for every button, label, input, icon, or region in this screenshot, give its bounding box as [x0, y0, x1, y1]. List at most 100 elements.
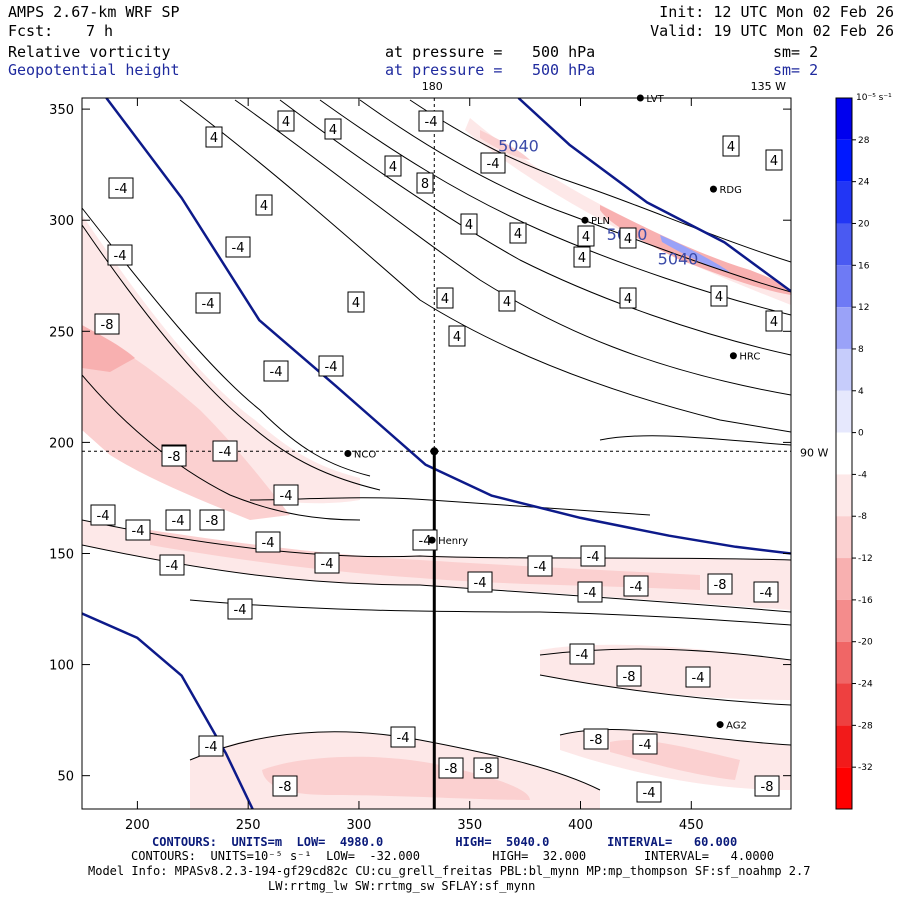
vorticity-label: -4 — [263, 360, 289, 382]
vorticity-label-text: 4 — [260, 199, 268, 214]
vorticity-label-text: 4 — [578, 251, 586, 266]
vorticity-label-text: -4 — [97, 509, 110, 524]
vorticity-label: -4 — [107, 244, 133, 266]
colorbar-label: 20 — [858, 219, 870, 229]
vorticity-label: 4 — [205, 126, 223, 148]
vorticity-label-text: 4 — [210, 131, 218, 146]
vorticity-label-text: 4 — [465, 218, 473, 233]
station-marker — [729, 352, 737, 360]
colorbar-cell — [836, 390, 852, 433]
vorticity-label: 4 — [619, 227, 637, 249]
colorbar-cell — [836, 599, 852, 642]
vorticity-label-text: 8 — [421, 177, 429, 192]
y-tick-label: 200 — [49, 436, 74, 451]
colorbar-cell — [836, 641, 852, 684]
vorticity-label-text: 4 — [503, 295, 511, 310]
vorticity-label: -8 — [473, 757, 499, 779]
vorticity-label-box — [438, 757, 464, 779]
vorticity-label-box — [569, 643, 595, 665]
vorticity-label-text: -4 — [630, 580, 643, 595]
colorbar-cell — [836, 474, 852, 517]
vorticity-label-text: 4 — [727, 140, 735, 155]
x-tick-label: 300 — [347, 818, 372, 833]
colorbar-cell — [836, 767, 852, 809]
station-label: RDG — [719, 185, 741, 196]
x-tick-label: 250 — [236, 818, 261, 833]
vorticity-label-text: -8 — [714, 578, 727, 593]
colorbar-label: -24 — [858, 680, 873, 690]
vorticity-label: 4 — [722, 135, 740, 157]
colorbar-cell — [836, 725, 852, 768]
x-tick-label: 450 — [679, 818, 704, 833]
vorticity-label: 4 — [460, 213, 478, 235]
colorbar-label: 0 — [858, 429, 864, 439]
vorticity-label-text: -4 — [639, 738, 652, 753]
vorticity-label-box — [195, 292, 221, 314]
vorticity-label-text: -4 — [474, 576, 487, 591]
y-tick-label: 100 — [49, 659, 74, 674]
colorbar-label: -8 — [858, 512, 867, 522]
vorticity-label-text: -4 — [115, 182, 128, 197]
colorbar-cell — [836, 516, 852, 559]
station-marker — [709, 185, 717, 193]
vorticity-label: -4 — [273, 484, 299, 506]
vorticity-label: -4 — [255, 531, 281, 553]
vorticity-label-text: -4 — [262, 536, 275, 551]
vorticity-label-text: 4 — [441, 292, 449, 307]
vorticity-label-box — [753, 581, 779, 603]
vorticity-label-text: -8 — [206, 514, 219, 529]
station-label: NCO — [354, 450, 376, 461]
vorticity-label: -8 — [438, 757, 464, 779]
vorticity-label-box — [754, 775, 780, 797]
vorticity-label: 4 — [384, 155, 402, 177]
vorticity-label-box — [416, 172, 434, 194]
colorbar: 10⁻⁵ s⁻¹ 28 24 20 16 12 8 4 0 -4 -8 -12 -16 -20 -24 -28… — [835, 93, 892, 810]
vorticity-label: 4 — [710, 285, 728, 307]
vorticity-label: -4 — [390, 726, 416, 748]
vorticity-label-text: 4 — [582, 230, 590, 245]
vorticity-label: -4 — [195, 292, 221, 314]
field2-name: Geopotential height — [8, 61, 180, 79]
colorbar-label: -32 — [858, 763, 873, 773]
vorticity-label: -4 — [108, 177, 134, 199]
vorticity-label-box — [573, 246, 591, 268]
vorticity-label: -8 — [161, 445, 187, 467]
vorticity-label-text: -4 — [576, 648, 589, 663]
vorticity-label-box — [255, 531, 281, 553]
vorticity-label: -8 — [94, 313, 120, 335]
crosshair — [82, 98, 791, 809]
vorticity-label-box — [165, 509, 191, 531]
vorticity-label-text: -4 — [166, 559, 179, 574]
height-contour-labels: 504050405040 — [498, 136, 698, 268]
vorticity-label-text: -8 — [623, 670, 636, 685]
vorticity-label-box — [255, 194, 273, 216]
vorticity-label-box — [125, 519, 151, 541]
vorticity-label-text: -8 — [590, 733, 603, 748]
x-tick-label: 200 — [125, 818, 150, 833]
field2-at: at pressure = — [385, 61, 503, 79]
vorticity-label-box — [765, 310, 783, 332]
station-marker — [716, 721, 724, 729]
height-contours — [82, 98, 791, 809]
vorticity-shading — [82, 118, 791, 809]
vorticity-label-text: -4 — [172, 514, 185, 529]
vorticity-label-box — [527, 555, 553, 577]
colorbar-label: 4 — [858, 387, 864, 397]
vorticity-label: -4 — [165, 509, 191, 531]
field1-level: 500 hPa — [532, 43, 596, 61]
vorticity-label-box — [205, 126, 223, 148]
vorticity-label-box — [108, 177, 134, 199]
vorticity-label: 4 — [765, 149, 783, 171]
vorticity-label: -4 — [418, 110, 444, 132]
colorbar-cell — [836, 558, 852, 600]
vorticity-label-box — [212, 440, 238, 462]
colorbar-label: 28 — [858, 136, 870, 146]
vorticity-label-box — [580, 545, 606, 567]
field1-name: Relative vorticity — [8, 43, 171, 61]
vorticity-label: 4 — [498, 290, 516, 312]
model-title: AMPS 2.67-km WRF SP — [8, 3, 180, 21]
colorbar-frame — [835, 97, 853, 810]
axes: 200 250 300 350 400 450 50 100 150 200 250 300 350 — [49, 98, 791, 833]
colorbar-label: -16 — [858, 596, 873, 606]
vorticity-label-text: 4 — [352, 296, 360, 311]
